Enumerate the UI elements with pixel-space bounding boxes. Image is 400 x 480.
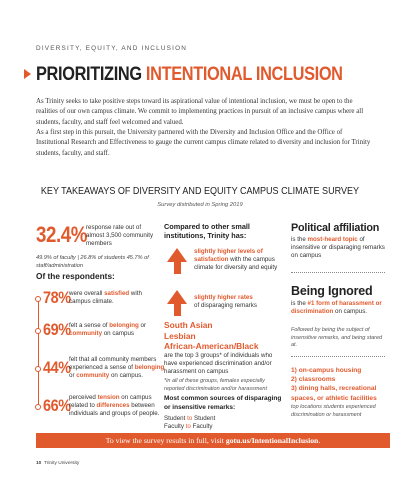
location-item: 2) classrooms [291, 376, 336, 384]
intro-paragraph-1: As Trinity seeks to take positive steps … [36, 98, 364, 126]
divider [291, 356, 385, 357]
section-kicker: DIVERSITY, EQUITY, AND INCLUSION [36, 45, 188, 52]
timeline-dot-icon [34, 404, 41, 410]
political-description: is the most-heard topic of insensitive o… [291, 236, 385, 260]
stat-value: 44% [43, 358, 71, 377]
arrow-up-icon [167, 248, 187, 274]
arrow-up-icon [167, 290, 187, 316]
survey-link-banner: To view the survey results in full, visi… [36, 433, 390, 448]
section-subheading: Survey distributed in Spring 2019 [157, 202, 243, 208]
source-row-faculty: Faculty to Faculty [164, 423, 213, 431]
title-part-2: INTENTIONAL INCLUSION [145, 64, 343, 85]
response-rate-value: 32.4% [36, 222, 87, 247]
political-title: Political affiliation [291, 222, 380, 234]
stat-value: 66% [43, 396, 71, 415]
location-item: 1) on-campus housing [291, 367, 362, 374]
locations-list: 1) on-campus housing 2) classrooms 3) di… [291, 366, 389, 403]
groups-description: are the top 3 groups* of individuals who… [164, 352, 273, 376]
location-item: 3) dining halls, recreational spaces, or… [291, 385, 377, 402]
common-sources-heading: Most common sources of disparaging or in… [164, 395, 282, 411]
locations-note: top locations students experienced discr… [291, 404, 376, 418]
response-breakdown: 49.9% of faculty | 26.8% of students 45.… [36, 255, 149, 269]
ignored-description: is the #1 form of harassment or discrimi… [291, 300, 382, 316]
source-row-student: Student to Student [164, 415, 216, 422]
section-heading: KEY TAKEAWAYS OF DIVERSITY AND EQUITY CA… [0, 185, 400, 197]
survey-link[interactable]: gotu.us/IntentionalInclusion [225, 436, 319, 445]
play-arrow-icon [24, 69, 31, 79]
page-title: PRIORITIZING INTENTIONAL INCLUSION [36, 63, 343, 87]
stat-description: perceived tension on campus related to d… [69, 394, 160, 417]
common-sources-list: Student to Student Faculty to Faculty [164, 415, 215, 431]
divider [291, 272, 385, 273]
timeline-dot-icon [34, 366, 41, 372]
groups-footnote: *in all of these groups, females especia… [164, 378, 268, 392]
comparison-item-satisfaction: slightly higher levels of satisfaction w… [194, 248, 278, 271]
ignored-title: Being Ignored [291, 284, 373, 298]
group-african-american: African-American/Black [164, 341, 259, 351]
stats-timeline [38, 298, 39, 408]
group-lesbian: Lesbian [164, 330, 196, 341]
group-south-asian: South Asian [164, 320, 213, 330]
ignored-note: Followed by being the subject of insensi… [291, 327, 383, 348]
comparison-heading: Compared to other small institutions, Tr… [164, 222, 250, 240]
stat-value: 78% [43, 288, 71, 307]
stat-value: 69% [43, 320, 71, 339]
title-part-1: PRIORITIZING [36, 64, 142, 85]
page-number: 10 [36, 461, 42, 466]
timeline-dot-icon [34, 328, 41, 334]
section-heading-text: KEY TAKEAWAYS OF DIVERSITY AND EQUITY CA… [40, 185, 360, 197]
response-rate-note: response rate out of almost 3,500 commun… [86, 224, 154, 247]
page-title-row: PRIORITIZING INTENTIONAL INCLUSION [20, 63, 390, 87]
stat-description: were overall satisfied with campus clima… [69, 290, 142, 305]
stat-description: felt a sense of belonging or community o… [69, 322, 147, 337]
respondents-label: Of the respondents: [36, 271, 115, 281]
page-footer: 10 Trinity University [36, 461, 79, 466]
timeline-dot-icon [34, 296, 41, 302]
stat-description: felt that all community members experien… [69, 356, 165, 379]
intro-paragraph-2: As a first step in this pursuit, the Uni… [36, 129, 371, 157]
top-groups-list: South Asian Lesbian African-American/Bla… [164, 320, 259, 352]
publication-name: Trinity University [44, 461, 80, 466]
comparison-item-remarks: slightly higher rates of disparaging rema… [194, 294, 257, 309]
